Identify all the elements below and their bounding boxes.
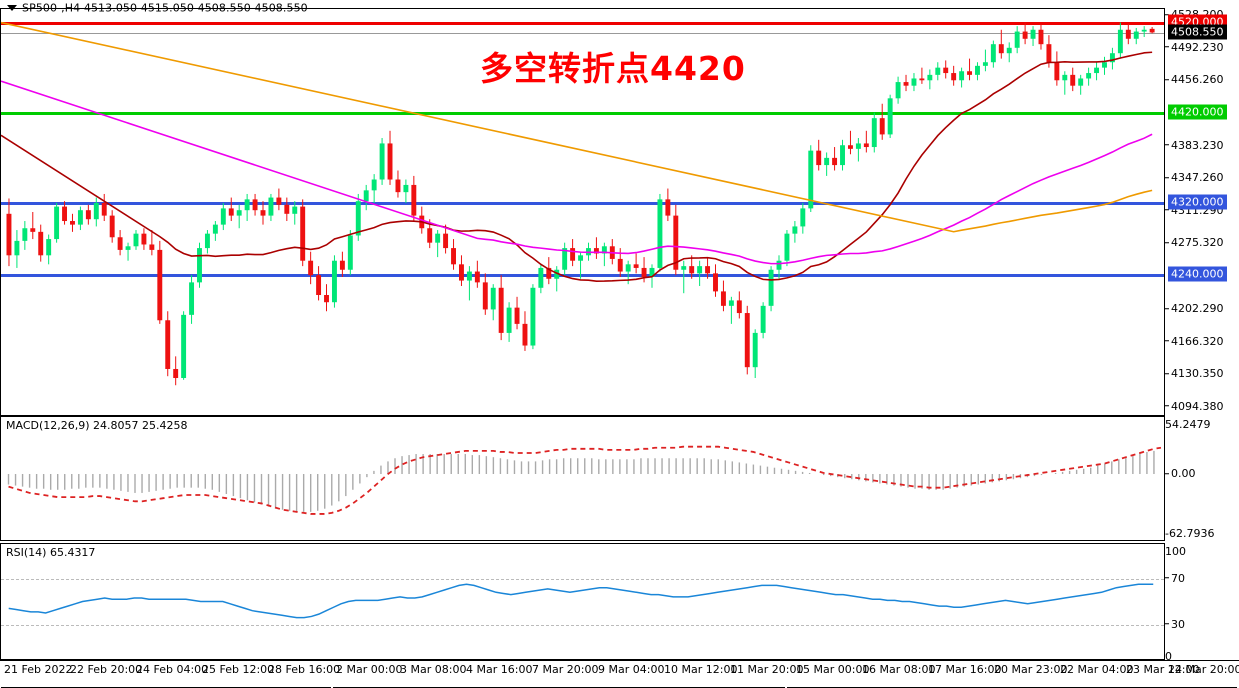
time-axis-tick: 15 Mar 00:00 xyxy=(796,663,870,676)
macd-label: MACD(12,26,9) 24.8057 25.4258 xyxy=(6,419,188,432)
rsi-label: RSI(14) 65.4317 xyxy=(6,546,96,559)
level-line-4520[interactable] xyxy=(1,21,1164,25)
time-axis: 21 Feb 2022 22 Feb 20:00 24 Feb 04:00 25 Fe… xyxy=(0,660,1239,678)
macd-axis[interactable]: 54.2479 0.00 -62.7936 xyxy=(1165,416,1239,541)
time-axis-tick: 7 Mar 20:00 xyxy=(532,663,599,676)
horizontal-scrollbar[interactable] xyxy=(0,678,1239,688)
macd-signal-line xyxy=(8,445,1162,515)
price-axis-tick: 4166.320 xyxy=(1165,334,1224,347)
rsi-level-70 xyxy=(1,578,1164,580)
time-axis-tick: 9 Mar 04:00 xyxy=(598,663,665,676)
ma-mid-line xyxy=(1,80,1153,265)
rsi-axis-tick: 30 xyxy=(1165,617,1185,630)
price-axis-tick: 4094.380 xyxy=(1165,399,1224,412)
price-axis-tick: 4456.260 xyxy=(1165,72,1224,86)
time-axis-tick: 16 Mar 08:00 xyxy=(862,663,936,676)
macd-plot-area[interactable] xyxy=(1,417,1164,540)
price-pane[interactable] xyxy=(0,8,1165,416)
moving-average-lines xyxy=(1,21,1153,283)
macd-series xyxy=(7,445,1162,515)
time-axis-tick: 25 Feb 12:00 xyxy=(202,663,275,676)
ma-slow-line xyxy=(1,21,1153,233)
macd-axis-tick: 0.00 xyxy=(1165,466,1196,480)
current-price-badge[interactable]: 4508.550 xyxy=(1168,24,1227,40)
symbol-header: SP500-,H4 4513.050 4515.050 4508.550 450… xyxy=(0,0,1239,15)
macd-axis-tick: -62.7936 xyxy=(1165,526,1215,540)
price-axis-tick: 4130.350 xyxy=(1165,366,1224,380)
level-line-4420[interactable] xyxy=(1,111,1164,115)
scrollbar-track-left[interactable] xyxy=(1,681,331,688)
level-line-4240[interactable] xyxy=(1,274,1164,278)
time-axis-tick: 17 Mar 16:00 xyxy=(928,663,1002,676)
time-axis-tick: 22 Feb 20:00 xyxy=(70,663,143,676)
time-axis-tick: 28 Feb 16:00 xyxy=(268,663,341,676)
rsi-axis-tick: 100 xyxy=(1165,544,1186,558)
ma-fast-line xyxy=(1,51,1153,283)
rsi-plot-area[interactable] xyxy=(1,544,1164,659)
price-axis-tick: 4275.320 xyxy=(1165,236,1224,249)
time-axis-tick: 20 Mar 23:00 xyxy=(994,663,1068,676)
time-axis-tick: 10 Mar 12:00 xyxy=(664,663,738,676)
scrollbar-track-right[interactable] xyxy=(787,681,1237,688)
time-axis-tick: 2 Mar 00:00 xyxy=(336,663,403,676)
rsi-pane[interactable]: RSI(14) 65.4317 xyxy=(0,543,1165,660)
price-axis-tick: 4347.260 xyxy=(1165,171,1224,184)
chart-annotation-text: 多空转折点4420 xyxy=(480,49,746,88)
price-plot-area[interactable] xyxy=(1,9,1164,415)
level-line-4320[interactable] xyxy=(1,201,1164,205)
price-axis[interactable]: 4528.2004492.2304456.2604383.2304347.260… xyxy=(1165,8,1239,416)
symbol-quote-text: SP500-,H4 4513.050 4515.050 4508.550 450… xyxy=(22,1,308,15)
price-axis-tick: 4492.230 xyxy=(1165,40,1224,53)
macd-axis-tick: 54.2479 xyxy=(1165,417,1211,431)
time-axis-tick: 22 Mar 04:00 xyxy=(1060,663,1134,676)
chevron-down-icon[interactable] xyxy=(7,5,17,11)
time-axis-tick: 3 Mar 08:00 xyxy=(400,663,467,676)
rsi-line xyxy=(8,583,1154,619)
rsi-axis[interactable]: 100 70 30 0 xyxy=(1165,543,1239,663)
support-badge-4240[interactable]: 4240.000 xyxy=(1168,266,1227,282)
time-axis-tick: 24 Feb 04:00 xyxy=(136,663,209,676)
rsi-series xyxy=(8,583,1154,619)
macd-pane[interactable]: MACD(12,26,9) 24.8057 25.4258 xyxy=(0,416,1165,541)
scrollbar-thumb[interactable] xyxy=(333,681,785,688)
rsi-level-30 xyxy=(1,624,1164,626)
rsi-axis-tick: 70 xyxy=(1165,571,1185,584)
time-axis-tick: 23 Mar 12:00 xyxy=(1126,663,1200,676)
price-axis-tick: 4383.230 xyxy=(1165,138,1224,152)
time-axis-tick: 21 Feb 2022 xyxy=(4,663,73,676)
time-axis-tick: 4 Mar 16:00 xyxy=(466,663,533,676)
rsi-axis-tick: 0 xyxy=(1165,649,1172,663)
time-axis-tick: 24 Mar 20:00 xyxy=(1168,663,1239,676)
pivot-badge-4420[interactable]: 4420.000 xyxy=(1168,104,1227,120)
candlestick-series xyxy=(6,22,1155,386)
current-price-line[interactable] xyxy=(1,32,1164,34)
time-axis-tick: 11 Mar 20:00 xyxy=(730,663,804,676)
price-axis-tick: 4202.290 xyxy=(1165,301,1224,315)
support-badge-4320[interactable]: 4320.000 xyxy=(1168,194,1227,210)
